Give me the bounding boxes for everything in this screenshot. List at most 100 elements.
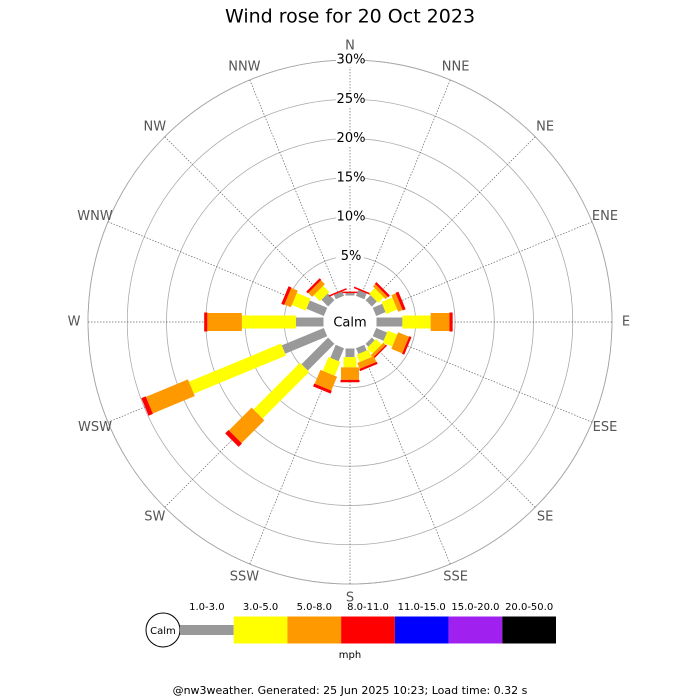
rose-segment (313, 285, 330, 302)
rose-segment (376, 317, 403, 327)
rose-segment (296, 317, 324, 327)
legend-swatch (448, 616, 503, 644)
rose-segment (355, 344, 367, 355)
rose-segment (228, 407, 265, 444)
rose-segment (365, 337, 375, 347)
rose-segment (369, 288, 384, 303)
direction-label: NW (144, 119, 167, 134)
rose-segment (381, 297, 398, 314)
rose-segment (225, 430, 242, 447)
rose-segment (301, 337, 335, 371)
rose-segment (306, 300, 328, 317)
rose-segment (382, 330, 398, 347)
rose-segment (449, 312, 453, 332)
rose-segment (241, 315, 297, 329)
tick-label-bg (336, 92, 364, 107)
rose-segment (340, 379, 360, 383)
spoke (164, 136, 332, 304)
rose-segment (328, 288, 347, 297)
direction-label: W (68, 315, 81, 330)
direction-label: ENE (592, 209, 618, 224)
tick-label: 20% (337, 131, 366, 146)
rose-segment (281, 286, 292, 306)
rose-segment (357, 356, 377, 369)
rose-segment (391, 332, 410, 354)
spoke (374, 331, 593, 423)
rose-segment (353, 286, 372, 296)
tick-label-bg (336, 170, 364, 185)
rose-segment (356, 349, 372, 363)
tick-label-bg (336, 210, 364, 224)
legend-calm-label: Calm (150, 626, 176, 637)
direction-label: NNE (442, 60, 470, 75)
legend-label: 5.0-8.0 (297, 602, 332, 613)
rose-segment (340, 291, 360, 294)
rose-segment (372, 284, 388, 300)
rose-segment (321, 293, 335, 307)
rose-segment (402, 315, 431, 329)
unit-label: mph (339, 650, 361, 661)
tick-label: 30% (337, 53, 366, 68)
rose-segment (359, 361, 378, 372)
rose-segment (308, 280, 325, 297)
legend-swatch (394, 616, 449, 644)
rose-segment (306, 278, 322, 294)
rose-segment (370, 342, 386, 358)
direction-label: NNW (228, 60, 260, 75)
rose-segment (345, 293, 355, 296)
rose-segment (333, 291, 345, 300)
direction-label: SW (144, 510, 165, 525)
rose-segment (284, 287, 298, 308)
rose-segment (345, 348, 355, 358)
rose-segment (341, 367, 359, 380)
chart-title: Wind rose for 20 Oct 2023 (225, 6, 475, 28)
tick-label-bg (336, 249, 364, 264)
rose-segment (372, 303, 386, 317)
spoke (359, 79, 451, 298)
legend-label: 11.0-15.0 (398, 602, 446, 613)
spoke (374, 221, 593, 313)
rose-segment (322, 357, 341, 376)
rose-segment (330, 344, 345, 362)
legend-swatch (233, 616, 288, 644)
tick-label-bg (336, 131, 364, 146)
spoke (368, 136, 536, 304)
direction-label: S (346, 591, 354, 606)
rose-segment (372, 327, 388, 341)
rose-segment (291, 292, 311, 311)
direction-label: E (622, 315, 630, 330)
direction-label: WNW (77, 209, 113, 224)
direction-label: ESE (593, 420, 618, 435)
legend-label: 8.0-11.0 (347, 602, 389, 613)
calm-label: Calm (333, 316, 366, 331)
rose-segment (188, 343, 286, 394)
rose-segment (365, 295, 377, 307)
legend-label: 15.0-20.0 (451, 602, 499, 613)
rose-segment (391, 293, 403, 312)
spoke (368, 340, 536, 508)
rose-segment (141, 396, 153, 416)
tick-label: 25% (337, 92, 366, 107)
tick-label-bg (336, 53, 364, 67)
legend-swatch (341, 616, 395, 644)
tick-label: 5% (341, 249, 362, 264)
tick-label: 15% (337, 170, 366, 185)
direction-label: WSW (78, 420, 112, 435)
rose-segment (253, 362, 310, 419)
tick-label: 10% (337, 210, 366, 225)
rose-segment (402, 336, 412, 355)
legend-swatch (180, 625, 234, 635)
direction-label: SSW (230, 569, 260, 584)
rose-segment (395, 291, 406, 311)
rose-segment (207, 313, 242, 331)
rose-segment (281, 327, 328, 354)
direction-label: SE (537, 510, 553, 525)
legend-label: 3.0-5.0 (243, 602, 278, 613)
rose-segment (314, 369, 338, 391)
rose-segment (374, 282, 390, 298)
direction-label: NE (536, 119, 554, 134)
rose-segment (372, 344, 388, 360)
legend-swatch (287, 616, 342, 644)
spoke (249, 79, 341, 298)
